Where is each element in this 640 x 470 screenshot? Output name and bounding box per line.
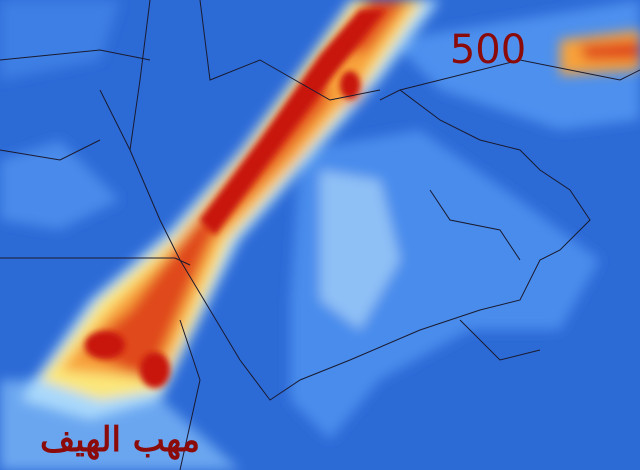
jet-core: [85, 10, 385, 388]
caption: مهب الهيف: [40, 420, 200, 460]
level-label: 500: [450, 27, 526, 73]
